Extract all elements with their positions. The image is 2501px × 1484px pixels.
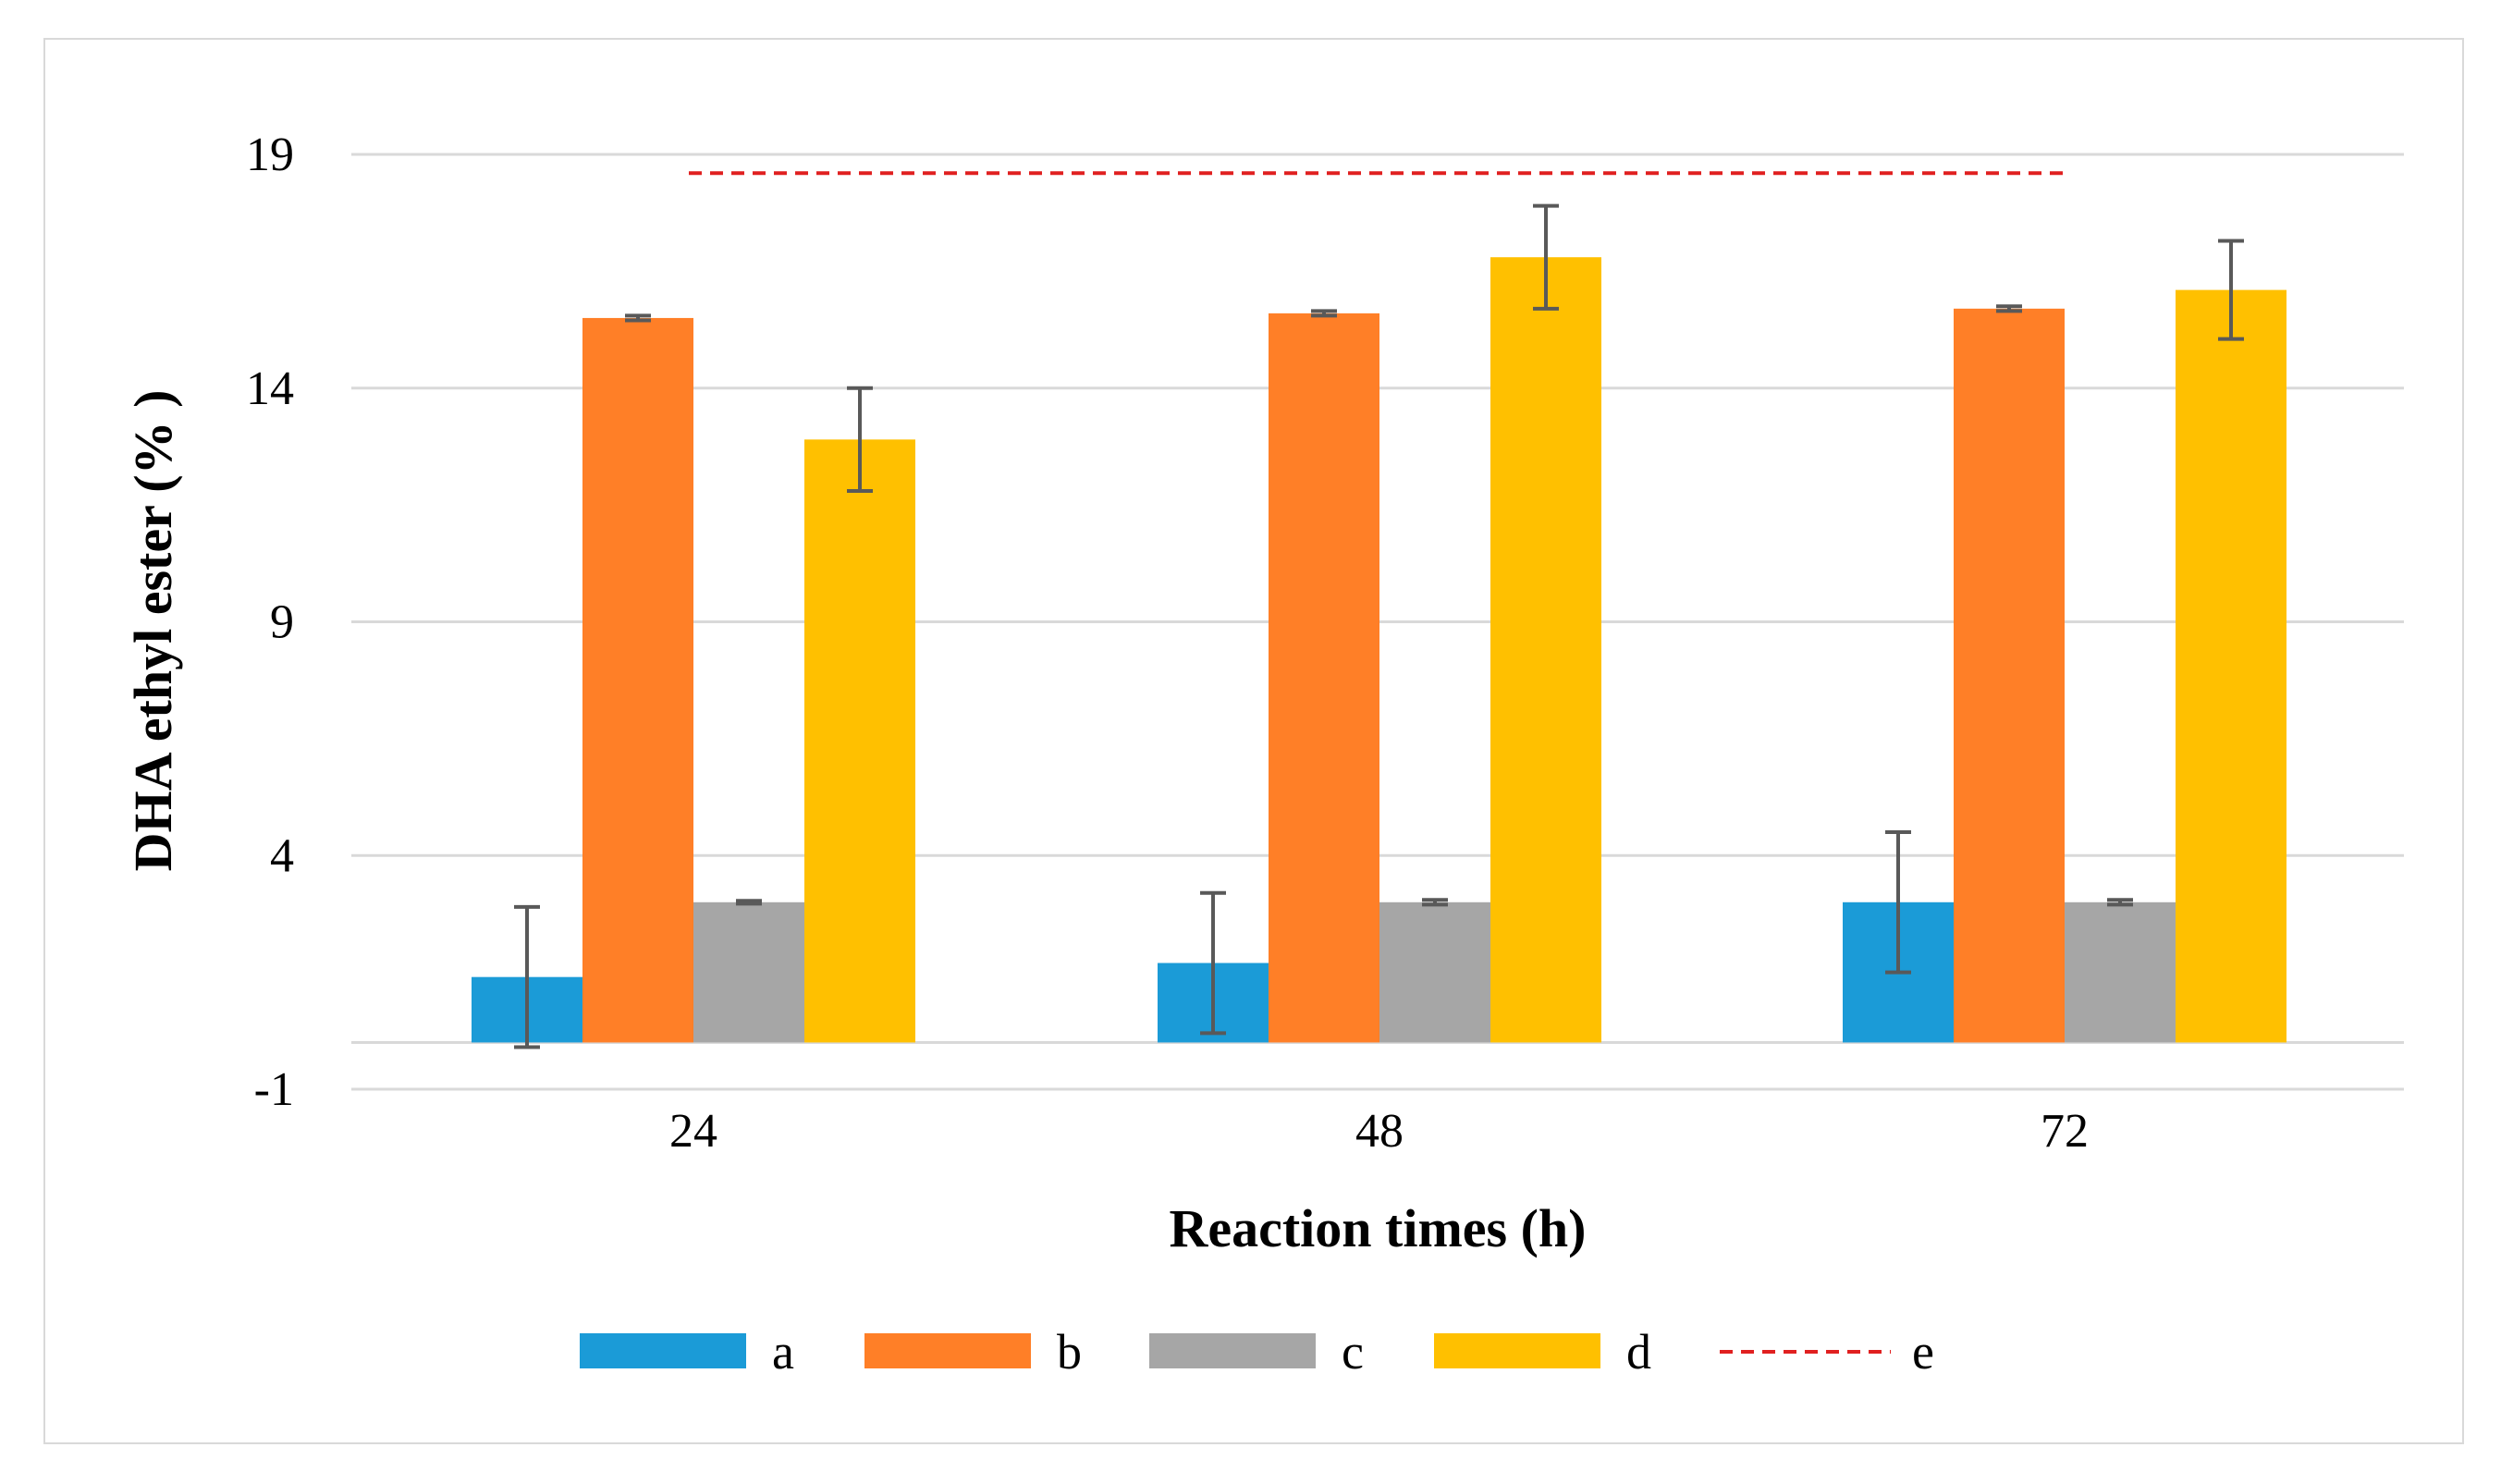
y-tick-labels: 19 14 9 4 -1 [246, 129, 294, 1116]
error-bar-d-24 [847, 386, 873, 493]
error-bar-b-72 [1996, 304, 2022, 313]
error-bar-a-72 [1885, 829, 1911, 975]
bar-b-48 [1269, 313, 1379, 1043]
y-tick-label: 14 [246, 362, 294, 415]
legend-swatch-c [1149, 1333, 1316, 1368]
x-tick-label: 48 [1355, 1105, 1404, 1158]
error-bar-a-48 [1200, 890, 1226, 1036]
bar-b-24 [582, 317, 693, 1043]
bar-b-72 [1954, 308, 2065, 1043]
error-bar-b-48 [1311, 309, 1337, 318]
legend-swatch-b [864, 1333, 1031, 1368]
bar-c-48 [1379, 901, 1490, 1043]
y-tick-label: -1 [254, 1063, 294, 1116]
error-bars [514, 203, 2244, 1049]
y-tick-label: 9 [270, 596, 294, 649]
x-tick-label: 72 [2041, 1105, 2089, 1158]
legend-label-c: c [1342, 1324, 1364, 1380]
bar-c-24 [693, 901, 804, 1043]
x-tick-labels: 24 48 72 [669, 1105, 2089, 1158]
legend-label-a: a [772, 1324, 794, 1380]
legend-label-e: e [1912, 1324, 1934, 1380]
y-axis-title: DHA ethyl ester (% ) [123, 390, 183, 872]
bar-c-72 [2065, 901, 2176, 1043]
error-bar-b-24 [625, 313, 651, 323]
bar-d-24 [804, 439, 915, 1043]
error-bar-c-72 [2107, 898, 2133, 907]
y-tick-label: 19 [246, 129, 294, 181]
x-tick-label: 24 [669, 1105, 717, 1158]
bar-d-48 [1490, 257, 1601, 1043]
legend-swatch-a [580, 1333, 746, 1368]
bars [472, 257, 2286, 1043]
y-tick-label: 4 [270, 829, 294, 882]
error-bar-d-48 [1533, 203, 1559, 311]
error-bar-d-72 [2218, 239, 2244, 341]
legend-label-b: b [1057, 1324, 1082, 1380]
legend-label-d: d [1626, 1324, 1651, 1380]
legend-swatch-d [1434, 1333, 1600, 1368]
error-bar-a-24 [514, 904, 540, 1049]
legend: a b c d e [580, 1324, 1934, 1380]
error-bar-c-48 [1422, 898, 1448, 907]
error-bar-c-24 [736, 899, 762, 906]
bar-d-72 [2176, 289, 2286, 1043]
x-axis-title: Reaction times (h) [1169, 1198, 1586, 1258]
